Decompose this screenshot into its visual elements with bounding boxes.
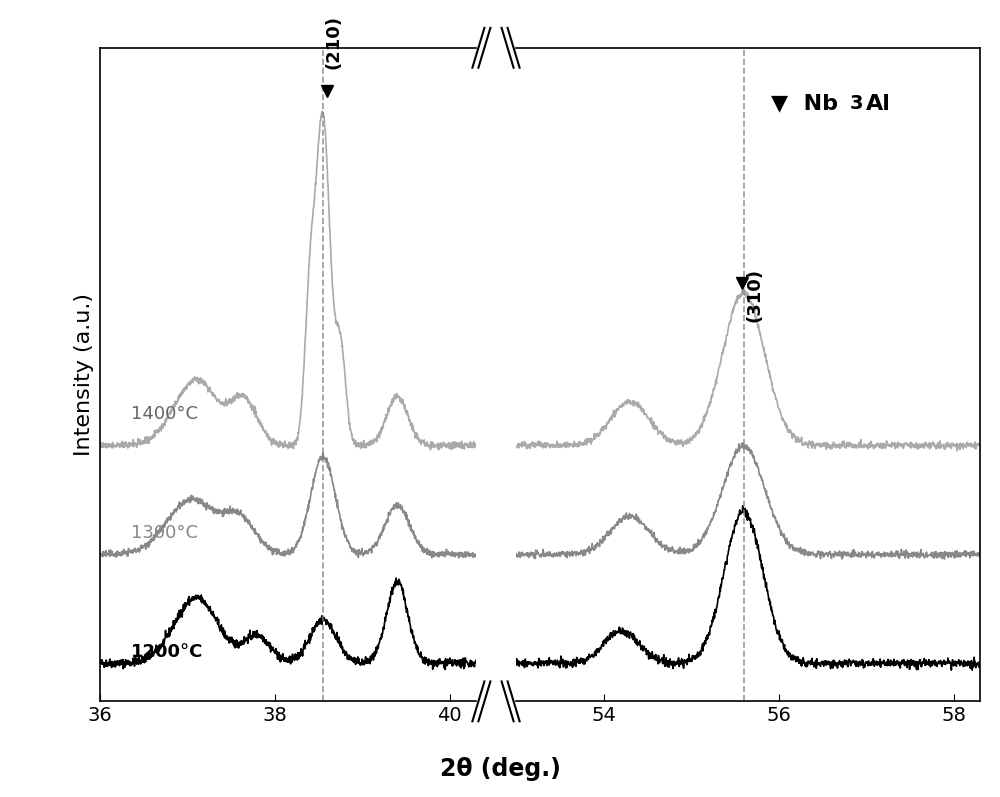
Text: 1300°C: 1300°C (131, 524, 198, 542)
Text: 1400°C: 1400°C (131, 406, 198, 423)
Text: (210): (210) (324, 15, 342, 69)
Text: (310): (310) (745, 268, 763, 321)
Text: 1200°C: 1200°C (131, 642, 203, 661)
Text: 2θ (deg.): 2θ (deg.) (440, 757, 560, 781)
Text: 3: 3 (850, 93, 864, 112)
Y-axis label: Intensity (a.u.): Intensity (a.u.) (74, 293, 94, 456)
Text: Al: Al (866, 93, 891, 113)
Text: ▼  Nb: ▼ Nb (771, 93, 838, 113)
